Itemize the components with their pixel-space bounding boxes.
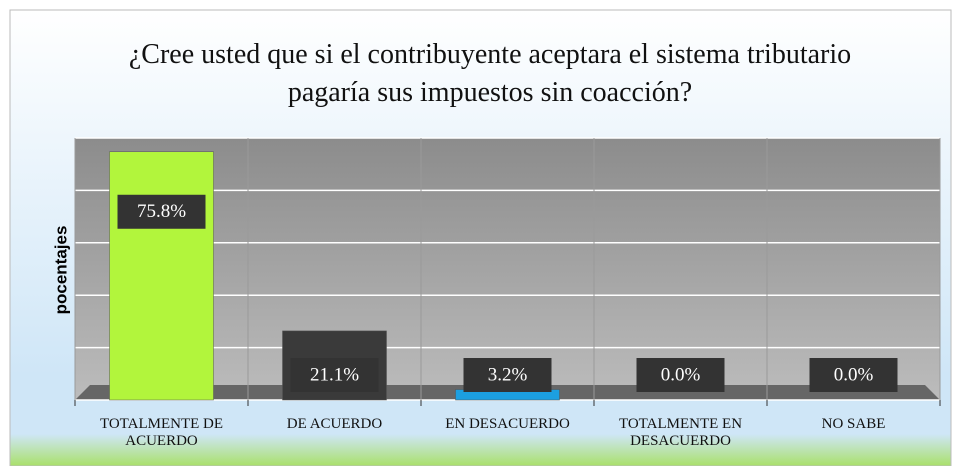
value-label-box <box>290 358 379 392</box>
y-axis-label: pocentajes <box>51 226 70 315</box>
plot-wall <box>75 138 940 400</box>
x-tick-label: EN DESACUERDO <box>445 416 570 432</box>
x-tick-label: TOTALMENTE EN DESACUERDO <box>618 416 743 449</box>
value-label-box <box>463 358 552 392</box>
chart-title: ¿Cree usted que si el contribuyente acep… <box>128 39 852 108</box>
value-label-box <box>636 358 725 392</box>
value-label-box <box>809 358 898 392</box>
bar <box>109 151 214 401</box>
value-label: 75.8% <box>137 201 186 222</box>
x-tick-label: TOTALMENTE DE ACUERDO <box>99 416 224 449</box>
x-tick-label: DE ACUERDO <box>286 416 383 432</box>
value-label: 21.1% <box>310 364 359 385</box>
value-label-box <box>117 194 206 229</box>
x-tick-label: NO SABE <box>821 416 886 432</box>
value-label: 0.0% <box>661 364 701 385</box>
value-label: 0.0% <box>834 364 874 385</box>
value-label: 3.2% <box>488 364 528 385</box>
